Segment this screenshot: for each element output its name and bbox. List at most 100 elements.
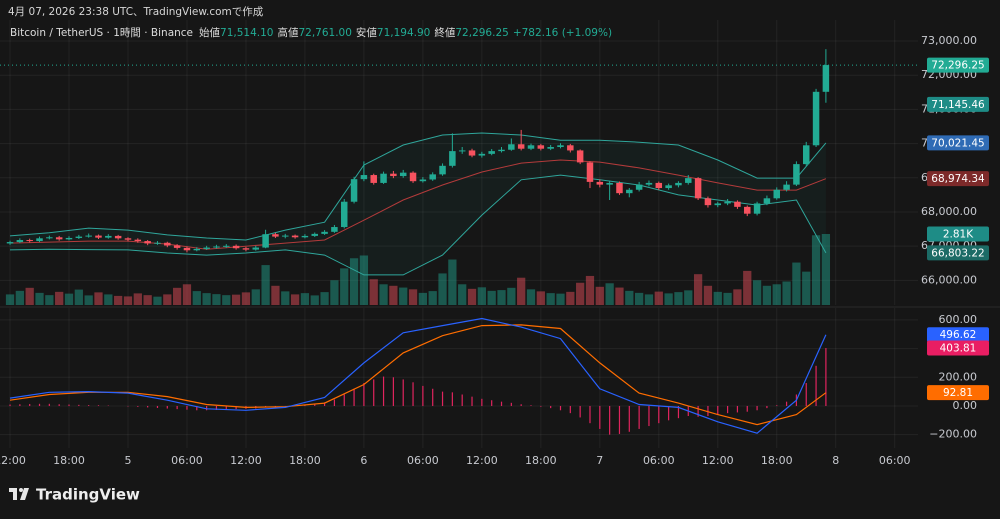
candle-body — [665, 185, 672, 189]
candle-body — [478, 153, 486, 156]
macd-histogram-bar — [599, 405, 601, 429]
badge-label: 496.62 — [940, 329, 977, 341]
volume-bar — [752, 280, 762, 305]
y-tick-label: 200.00 — [939, 370, 978, 383]
volume-bar — [654, 291, 663, 305]
volume-bar — [212, 294, 221, 305]
volume-bar — [743, 270, 752, 305]
volume-bar — [340, 268, 349, 305]
volume-bar — [389, 285, 398, 305]
volume-bar — [25, 287, 34, 305]
volume-bar — [94, 292, 103, 305]
volume-bar — [330, 280, 339, 305]
macd-histogram-bar — [166, 405, 168, 409]
macd-histogram-bar — [559, 405, 562, 411]
macd-histogram-bar — [815, 365, 817, 406]
badge — [927, 385, 989, 401]
volume-bar — [222, 295, 231, 305]
candle-body — [301, 235, 309, 238]
badge — [927, 96, 989, 112]
volume-bar — [762, 285, 772, 305]
candle-body — [26, 240, 33, 242]
candle-body — [429, 174, 436, 180]
logo: TradingView — [9, 486, 140, 504]
candle-body — [744, 206, 751, 214]
volume-bar — [399, 287, 408, 305]
logo-icon — [20, 488, 29, 500]
candle-body — [773, 189, 780, 199]
macd-histogram-bar — [9, 404, 11, 406]
candle-body — [75, 236, 83, 238]
x-tick-label: 18:00 — [761, 454, 793, 467]
volume-bar — [55, 291, 64, 305]
candle-body — [46, 237, 53, 239]
candle-body — [655, 182, 663, 189]
volume-bar — [772, 284, 781, 305]
macd-histogram-bar — [500, 401, 503, 406]
candle-body — [458, 150, 466, 152]
y-tick-label: 73,000.00 — [921, 34, 977, 47]
volume-bar — [153, 296, 162, 305]
legend-value: 72,296.25 — [455, 27, 508, 39]
volume-bar — [635, 292, 644, 305]
macd-histogram-bar — [323, 402, 326, 406]
y-tick-label: 0.00 — [953, 399, 978, 412]
candle-body — [282, 235, 289, 237]
x-tick-label: 12:00 — [0, 454, 26, 467]
macd-histogram-bar — [147, 405, 149, 408]
candle-body — [439, 165, 446, 175]
badge-label: 2.81K — [943, 229, 974, 241]
volume-bar — [458, 284, 467, 305]
macd-histogram-bar — [137, 405, 139, 407]
legend-value: 71,514.10 — [220, 27, 273, 39]
candle-body — [213, 246, 220, 248]
macd-histogram-bar — [471, 396, 473, 406]
volume-bar — [104, 294, 113, 305]
volume-bar — [290, 294, 300, 305]
candle-body — [734, 201, 741, 207]
x-tick-label: 18:00 — [53, 454, 85, 467]
candle-body — [6, 242, 14, 244]
volume-bar — [114, 295, 123, 305]
volume-bar — [173, 287, 182, 305]
macd-histogram-bar — [707, 405, 709, 417]
volume-bar — [821, 234, 831, 305]
macd-histogram-bar — [461, 394, 463, 406]
candle-body — [576, 150, 584, 163]
volume-bar — [310, 295, 319, 305]
candle-body — [370, 175, 377, 183]
legend-label: 高値 — [277, 26, 298, 39]
macd-histogram-bar — [756, 405, 758, 411]
candle-body — [16, 240, 24, 243]
x-tick-label: 18:00 — [525, 454, 557, 467]
volume-bar — [349, 258, 359, 305]
legend: Bitcoin / TetherUS · 1時間 · Binance 始値71,5… — [10, 26, 612, 39]
candle-body — [380, 173, 387, 183]
macd-histogram-bar — [510, 402, 512, 406]
candle-body — [164, 242, 171, 246]
macd-histogram-bar — [58, 404, 60, 406]
macd-histogram-bar — [19, 404, 21, 406]
header: 4月 07, 2026 23:38 UTC、TradingView.comで作成 — [8, 6, 264, 18]
candle-body — [635, 184, 643, 190]
legend-label: 始値 — [199, 26, 220, 39]
badge — [927, 135, 989, 151]
x-tick-label: 6 — [360, 454, 367, 467]
x-tick-label: 06:00 — [643, 454, 675, 467]
badge — [927, 226, 989, 242]
candle-body — [350, 179, 358, 202]
volume-bar — [605, 283, 614, 305]
volume-bar — [379, 284, 388, 305]
macd-histogram-bar — [314, 404, 316, 406]
badge — [927, 171, 989, 187]
candle-body — [488, 151, 495, 154]
x-tick-label: 18:00 — [289, 454, 321, 467]
macd-histogram-bar — [392, 377, 394, 406]
candle-body — [173, 245, 181, 248]
macd-histogram-bar — [530, 405, 532, 406]
x-tick-label: 8 — [832, 454, 839, 467]
candle-body — [144, 241, 151, 244]
volume-bar — [281, 291, 290, 305]
macd-histogram-bar — [343, 394, 345, 406]
